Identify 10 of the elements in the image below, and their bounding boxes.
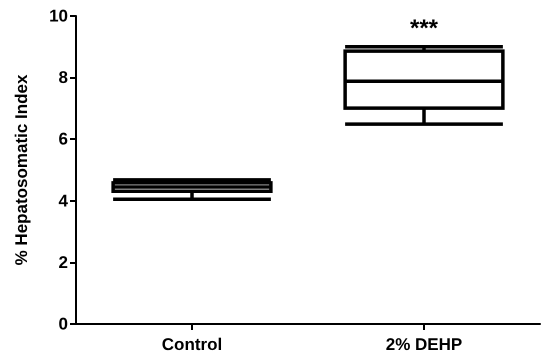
x-tick-label: Control [162, 335, 222, 354]
y-tick-label: 0 [58, 314, 68, 334]
x-tick-label: 2% DEHP [386, 335, 462, 354]
annotation: *** [410, 14, 439, 42]
y-tick-label: 8 [58, 68, 68, 88]
y-tick-label: 4 [58, 191, 69, 210]
y-axis-title: % Hepatosomatic Index [12, 74, 31, 266]
y-tick-label: 2 [58, 252, 68, 272]
y-tick-label: 6 [58, 130, 68, 149]
y-tick-label: 10 [49, 6, 68, 26]
